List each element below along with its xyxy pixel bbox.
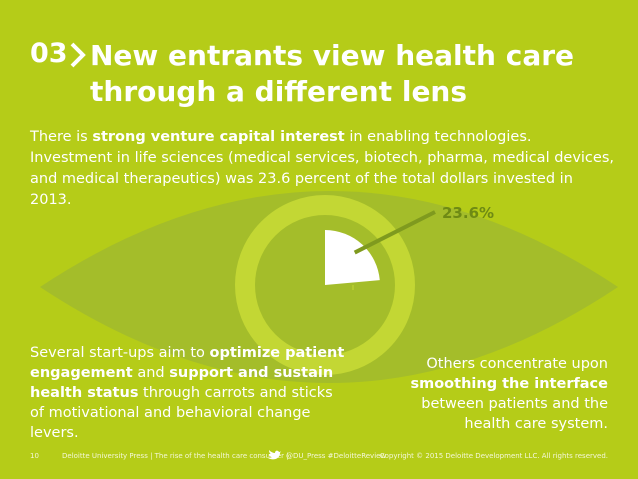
page-number: 10 xyxy=(30,452,39,460)
text-run: There is xyxy=(30,129,93,145)
text-run: Others concentrate upon xyxy=(426,356,608,372)
chevron xyxy=(70,42,86,68)
text-run: and xyxy=(132,365,170,381)
iris-ring xyxy=(235,195,415,375)
title-line: through a different lens xyxy=(90,75,468,108)
value-label: 23.6% xyxy=(442,204,494,222)
twitter-icon xyxy=(268,450,281,460)
section-number: 03 xyxy=(30,38,68,69)
emphasis: support and sustain health status xyxy=(30,365,334,401)
eye xyxy=(40,191,618,383)
text-run: Several start-ups aim to xyxy=(30,345,210,361)
emphasis: strong venture capital interest xyxy=(92,129,345,145)
footer-source: Deloitte University Press | The rise of … xyxy=(62,452,289,460)
slide-title: New entrants view health care through a … xyxy=(90,38,610,110)
left-text: Several start-ups aim to optimize patien… xyxy=(30,343,350,443)
emphasis: optimize patient engagement xyxy=(30,345,345,381)
text-run: between patients and the health care sys… xyxy=(421,396,608,432)
title-line: New entrants view health care xyxy=(90,39,575,72)
intro-text: There is strong venture capital interest… xyxy=(30,127,615,211)
text-run: through carrots and sticks of motivation… xyxy=(30,385,333,441)
emphasis: smoothing the interface xyxy=(410,376,608,392)
pie: 23.6% xyxy=(325,204,494,290)
pie-slice xyxy=(325,230,380,285)
footer-copyright: Copyright © 2015 Deloitte Development LL… xyxy=(379,452,608,460)
text-run: in enabling technologies. Investment in … xyxy=(30,129,614,208)
leader-line xyxy=(353,210,436,255)
right-text: Others concentrate upon smoothing the in… xyxy=(378,354,608,434)
footer-handle: @DU_Press #DeloitteReview xyxy=(286,452,387,460)
